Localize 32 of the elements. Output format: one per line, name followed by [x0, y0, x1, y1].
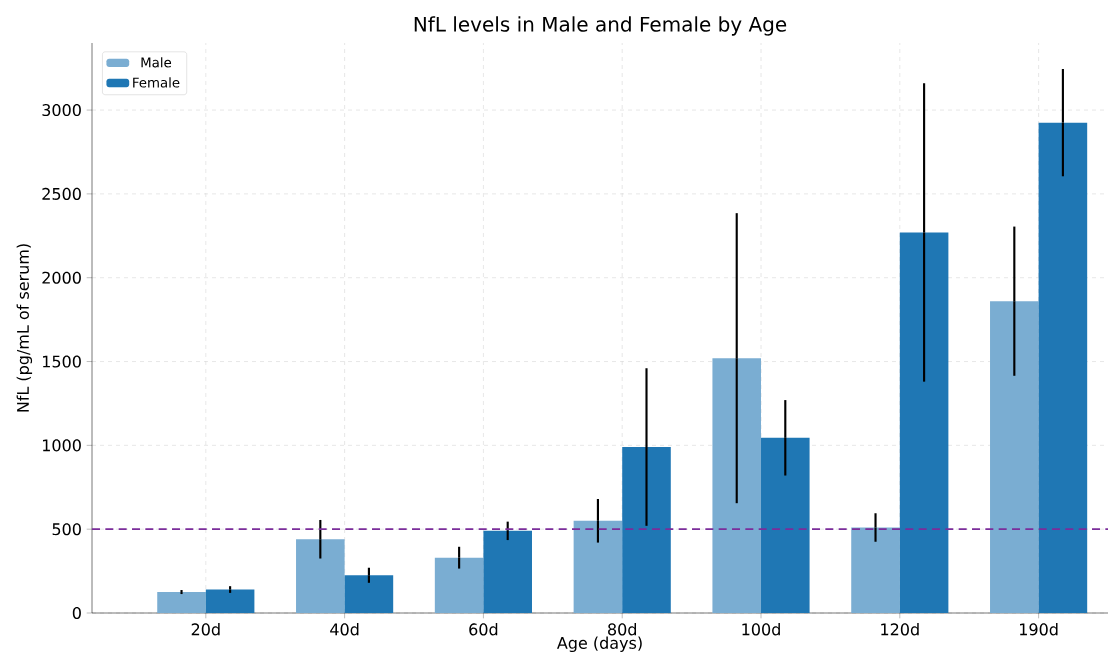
y-tick-label: 500: [52, 523, 81, 536]
x-tick-label: 60d: [469, 623, 498, 636]
y-tick-label: 1000: [43, 439, 81, 452]
y-axis-title: NfL (pg/mL of serum): [16, 244, 33, 412]
y-tick-label: 1500: [43, 355, 81, 368]
bar: [296, 539, 345, 613]
legend-label: Male: [141, 57, 172, 68]
bar: [761, 437, 810, 613]
legend-label: Female: [133, 77, 180, 88]
y-tick-label: 3000: [42, 104, 81, 117]
x-tick-label: 20d: [191, 623, 220, 636]
x-axis-title: Age (days): [556, 636, 642, 653]
x-tick-label: 100d: [742, 623, 780, 636]
bar: [899, 232, 949, 613]
chart-title: NfL levels in Male and Female by Age: [414, 16, 787, 36]
bar: [157, 592, 206, 613]
bar: [622, 447, 671, 613]
y-tick-label: 2500: [42, 187, 81, 200]
x-tick-label: 120d: [881, 623, 919, 636]
bar: [573, 520, 623, 613]
y-tick-label: 2000: [42, 271, 81, 284]
bar: [1038, 122, 1088, 613]
bar: [205, 589, 255, 613]
bar: [851, 527, 900, 613]
bar: [990, 301, 1039, 613]
x-tick-label: 190d: [1020, 623, 1058, 636]
bar: [483, 530, 532, 613]
x-tick-label: 80d: [608, 623, 637, 636]
bar: [434, 557, 484, 613]
bar: [344, 575, 394, 613]
x-tick-label: 40d: [330, 623, 359, 636]
y-tick-label: 0: [72, 606, 81, 620]
